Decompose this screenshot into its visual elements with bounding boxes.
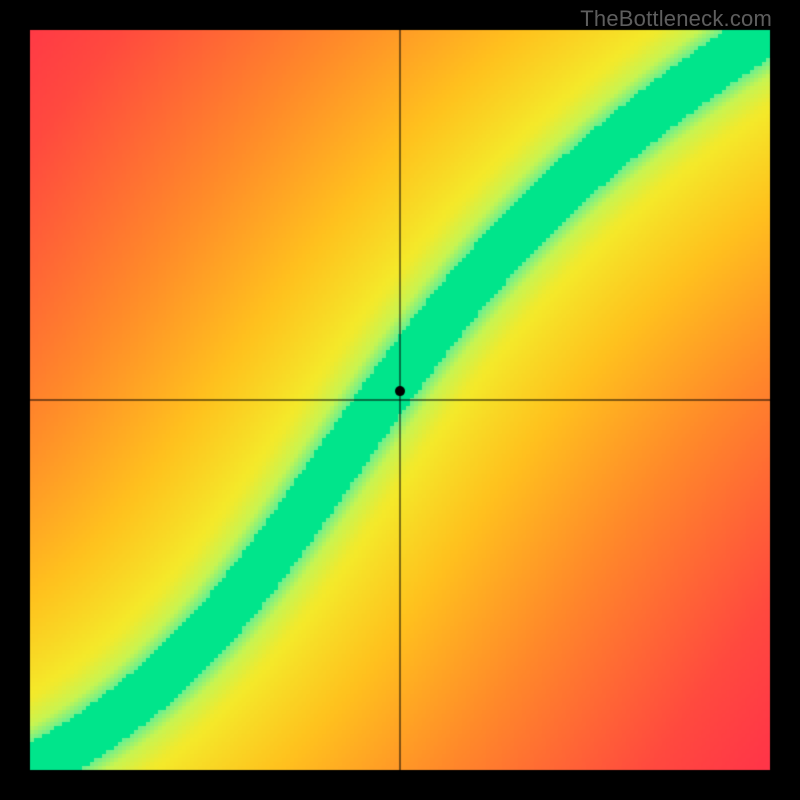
chart-container: TheBottleneck.com <box>0 0 800 800</box>
bottleneck-heatmap <box>0 0 800 800</box>
watermark-text: TheBottleneck.com <box>580 6 772 32</box>
